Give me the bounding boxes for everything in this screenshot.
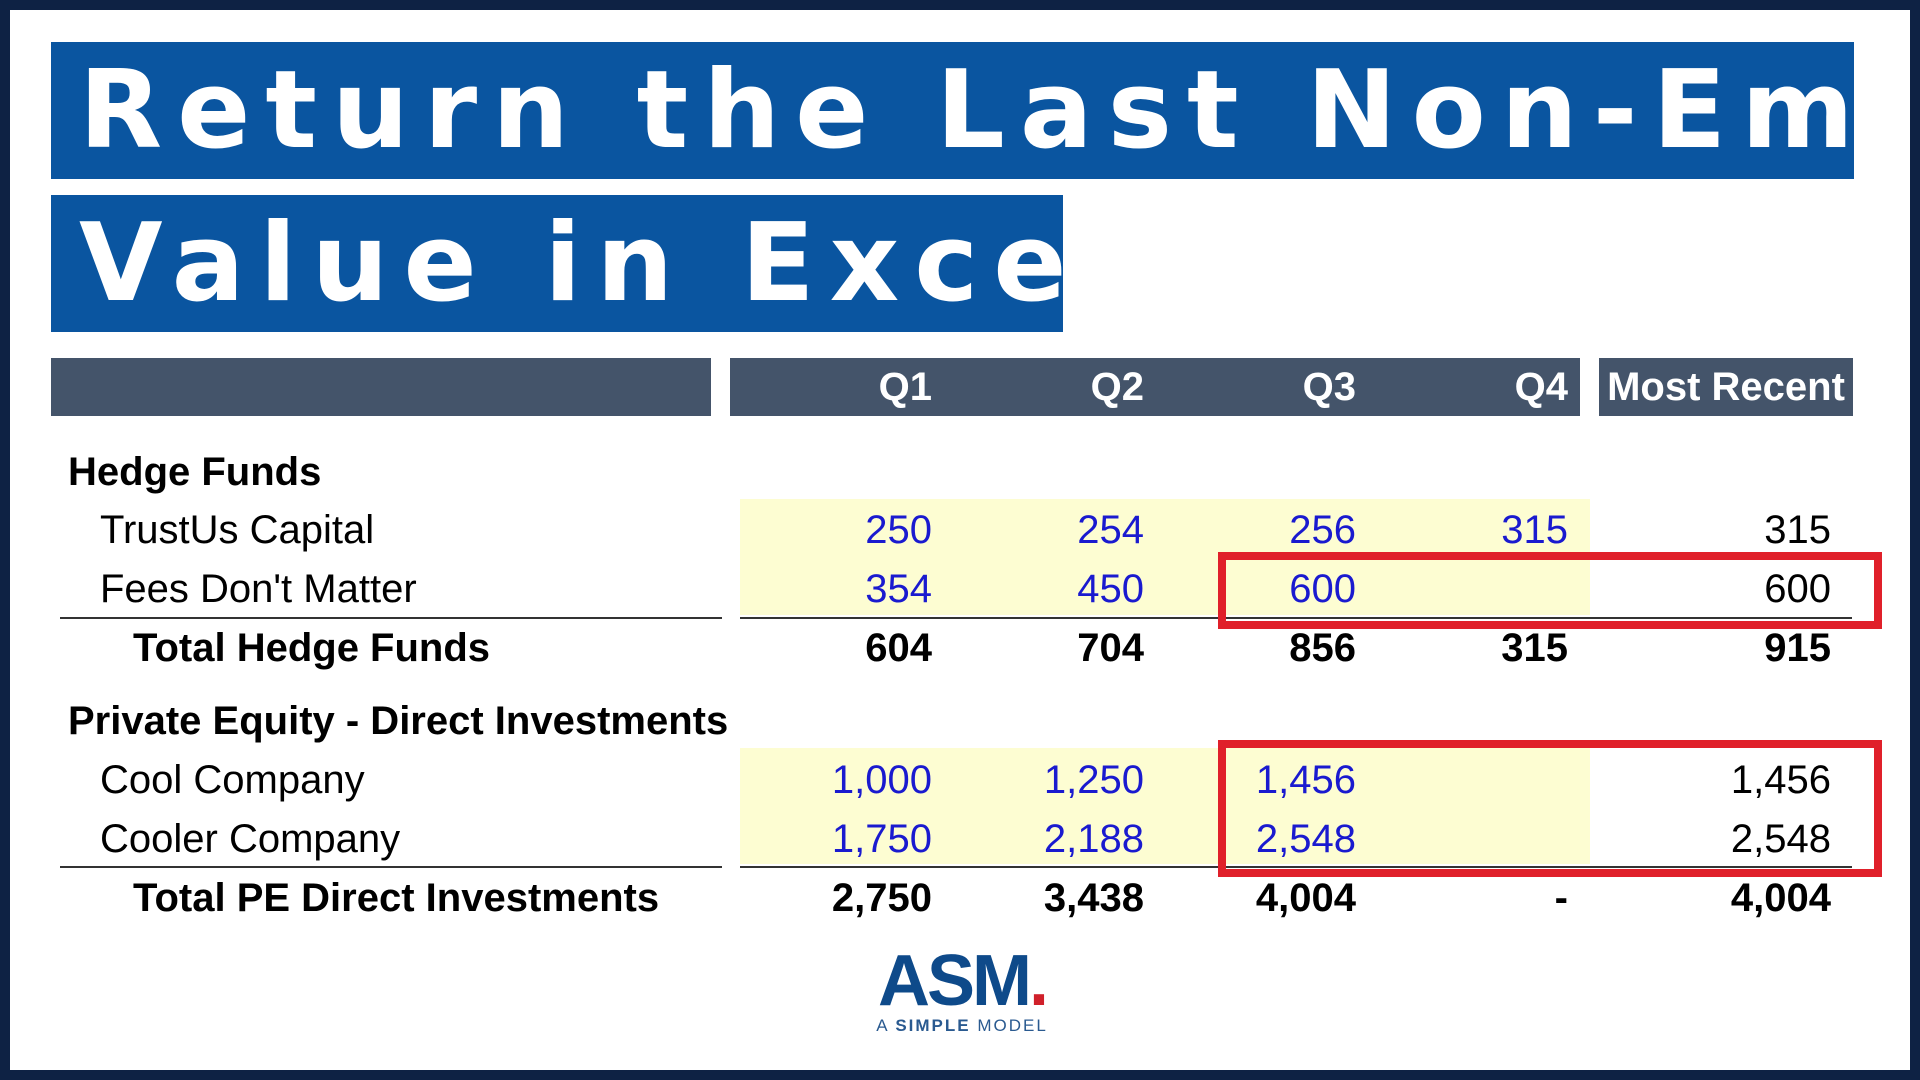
highlight-box-fees-row	[1218, 552, 1882, 629]
total-line-pe-values	[740, 866, 1852, 868]
header-quarters-bar: Q1 Q2 Q3 Q4	[730, 358, 1580, 416]
section-heading-hedge-funds: Hedge Funds	[68, 450, 322, 494]
header-q2: Q2	[1090, 365, 1144, 409]
cell-fees-q2[interactable]: 450	[1077, 567, 1144, 611]
total-pe-q2[interactable]: 3,438	[1043, 876, 1144, 920]
total-pe-q1[interactable]: 2,750	[831, 876, 932, 920]
total-hedge-q2[interactable]: 704	[1077, 626, 1144, 670]
cell-trustus-most-recent[interactable]: 315	[1764, 508, 1831, 552]
input-fill-pe	[740, 748, 1590, 864]
total-line-pe-label	[60, 866, 722, 868]
cell-trustus-q3[interactable]: 256	[1289, 508, 1356, 552]
cell-cool-q1[interactable]: 1,000	[831, 758, 932, 802]
row-label-cooler-company: Cooler Company	[100, 817, 401, 861]
header-q3: Q3	[1302, 365, 1356, 409]
cell-cooler-most-recent[interactable]: 2,548	[1730, 817, 1831, 861]
logo-tagline: A SIMPLE MODEL	[876, 1016, 1048, 1035]
section-heading-private-equity: Private Equity - Direct Investments	[68, 699, 729, 743]
cell-trustus-q2[interactable]: 254	[1077, 508, 1144, 552]
header-label-bar	[51, 358, 711, 416]
header-q4: Q4	[1514, 365, 1568, 409]
total-hedge-q3[interactable]: 856	[1289, 626, 1356, 670]
header-q1: Q1	[878, 365, 932, 409]
cell-cool-most-recent[interactable]: 1,456	[1730, 758, 1831, 802]
cell-fees-most-recent[interactable]: 600	[1764, 567, 1831, 611]
total-pe-most-recent[interactable]: 4,004	[1730, 876, 1831, 920]
asm-logo: ASM. A SIMPLE MODEL	[862, 941, 1062, 1036]
row-label-fees-dont-matter: Fees Don't Matter	[100, 567, 417, 611]
total-line-hedge-values	[740, 617, 1852, 619]
total-hedge-most-recent[interactable]: 915	[1764, 626, 1831, 670]
total-pe-q3[interactable]: 4,004	[1255, 876, 1356, 920]
highlight-box-pe-rows	[1218, 740, 1882, 877]
cell-fees-q1[interactable]: 354	[865, 567, 932, 611]
total-line-hedge-label	[60, 617, 722, 619]
total-hedge-q4[interactable]: 315	[1501, 626, 1568, 670]
title-line-2: Value in Excel	[51, 195, 1063, 332]
cell-cooler-q3[interactable]: 2,548	[1255, 817, 1356, 861]
cell-cool-q3[interactable]: 1,456	[1255, 758, 1356, 802]
cell-trustus-q4[interactable]: 315	[1501, 508, 1568, 552]
cell-trustus-q1[interactable]: 250	[865, 508, 932, 552]
total-label-pe: Total PE Direct Investments	[133, 876, 660, 920]
title-line-1: Return the Last Non-Empty	[51, 42, 1854, 179]
cell-cooler-q2[interactable]: 2,188	[1043, 817, 1144, 861]
cell-fees-q3[interactable]: 600	[1289, 567, 1356, 611]
row-label-cool-company: Cool Company	[100, 758, 365, 802]
cell-cooler-q1[interactable]: 1,750	[831, 817, 932, 861]
header-most-recent: Most Recent	[1599, 358, 1853, 416]
total-pe-q4[interactable]: -	[1554, 876, 1568, 920]
total-label-hedge-funds: Total Hedge Funds	[133, 626, 491, 670]
cell-cool-q2[interactable]: 1,250	[1043, 758, 1144, 802]
logo-wordmark: ASM.	[877, 941, 1049, 1021]
row-label-trustus: TrustUs Capital	[100, 508, 375, 552]
total-hedge-q1[interactable]: 604	[865, 626, 932, 670]
